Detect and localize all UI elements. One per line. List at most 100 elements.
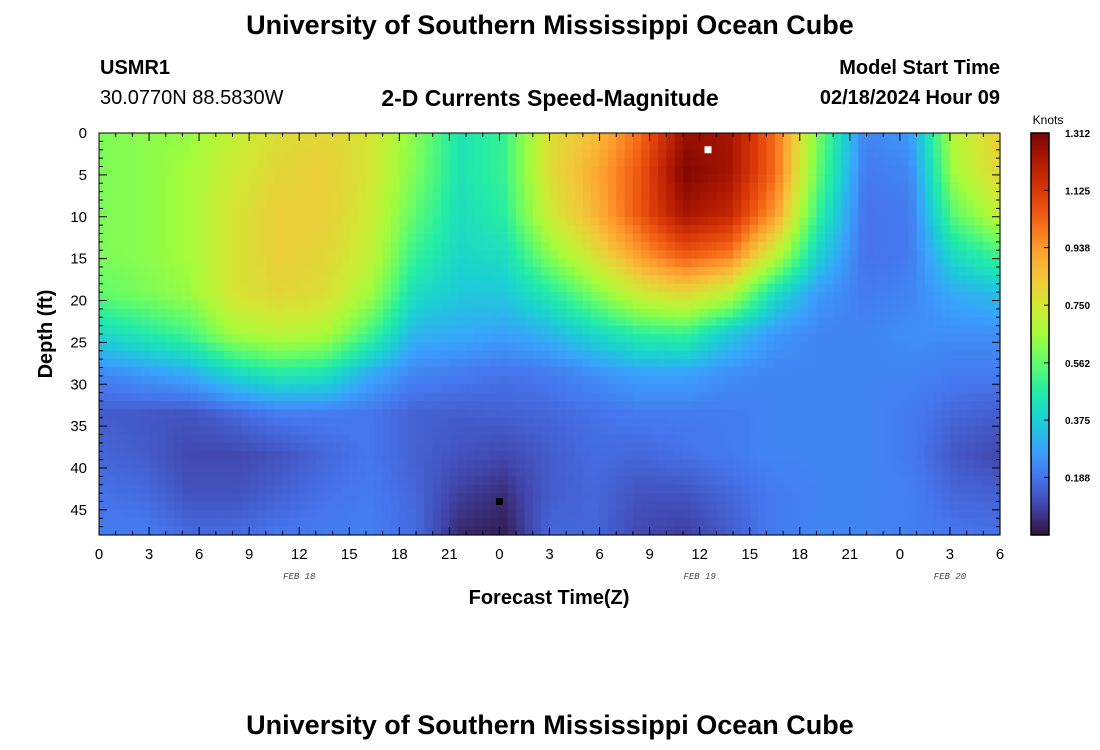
heatmap-cell (157, 334, 167, 343)
heatmap-cell (691, 476, 701, 486)
heatmap-cell (666, 141, 676, 151)
heatmap-cell (682, 300, 692, 310)
heatmap-cell (340, 317, 350, 327)
heatmap-cell (215, 434, 225, 444)
heatmap-cell (791, 509, 801, 519)
heatmap-cell (549, 275, 559, 285)
heatmap-cell (758, 384, 767, 394)
heatmap-cell (891, 426, 901, 436)
heatmap-cell (674, 283, 684, 293)
heatmap-cell (616, 241, 626, 251)
heatmap-cell (315, 174, 325, 184)
heatmap-cell (482, 417, 492, 427)
heatmap-cell (157, 241, 167, 251)
heatmap-cell (891, 468, 901, 477)
heatmap-cell (499, 342, 509, 352)
heatmap-cell (682, 158, 692, 168)
heatmap-cell (290, 292, 300, 302)
heatmap-cell (616, 350, 626, 360)
heatmap-cell (774, 434, 784, 444)
heatmap-cell (899, 401, 909, 410)
heatmap-cell (899, 325, 909, 335)
heatmap-cell (607, 200, 617, 209)
heatmap-cell (466, 200, 476, 209)
heatmap-cell (833, 216, 843, 226)
heatmap-cell (641, 417, 651, 427)
heatmap-cell (324, 501, 334, 511)
heatmap-cell (991, 359, 1001, 369)
heatmap-cell (908, 283, 918, 293)
heatmap-cell (449, 434, 459, 444)
heatmap-cell (357, 317, 367, 327)
heatmap-cell (824, 426, 834, 436)
heatmap-cell (232, 334, 242, 343)
heatmap-cell (566, 225, 576, 235)
heatmap-cell (249, 451, 259, 461)
heatmap-cell (349, 392, 359, 402)
heatmap-cell (541, 468, 551, 477)
heatmap-cell (224, 174, 234, 184)
heatmap-cell (891, 317, 901, 327)
heatmap-cell (557, 216, 567, 226)
heatmap-cell (124, 476, 133, 486)
heatmap-cell (124, 191, 133, 201)
heatmap-cell (466, 241, 476, 251)
heatmap-cell (908, 149, 918, 159)
heatmap-cell (716, 367, 726, 377)
heatmap-cell (249, 392, 259, 402)
heatmap-cell (924, 141, 934, 151)
heatmap-cell (824, 250, 834, 260)
heatmap-cell (449, 334, 459, 343)
heatmap-cell (499, 208, 509, 218)
heatmap-cell (290, 367, 300, 377)
heatmap-cell (265, 267, 275, 276)
heatmap-cell (399, 191, 409, 201)
heatmap-cell (190, 476, 200, 486)
heatmap-cell (441, 267, 450, 276)
heatmap-cell (866, 275, 876, 285)
heatmap-cell (599, 501, 609, 511)
heatmap-cell (499, 509, 509, 519)
heatmap-cell (215, 392, 225, 402)
heatmap-cell (124, 350, 133, 360)
heatmap-cell (616, 484, 626, 494)
heatmap-cell (532, 275, 542, 285)
heatmap-cell (949, 183, 959, 193)
heatmap-cell (682, 459, 692, 469)
heatmap-cell (582, 317, 592, 327)
heatmap-cell (290, 409, 300, 419)
heatmap-cell (424, 149, 434, 159)
heatmap-cell (274, 275, 284, 285)
heatmap-cell (249, 409, 259, 419)
heatmap-cell (474, 183, 484, 193)
heatmap-cell (649, 216, 659, 226)
heatmap-cell (724, 300, 734, 310)
heatmap-cell (457, 308, 467, 318)
heatmap-cell (774, 417, 784, 427)
heatmap-cell (808, 317, 818, 327)
heatmap-cell (324, 208, 334, 218)
heatmap-cell (682, 392, 692, 402)
heatmap-cell (966, 308, 976, 318)
heatmap-cell (649, 133, 659, 142)
heatmap-cell (99, 409, 108, 419)
heatmap-cell (616, 493, 626, 503)
heatmap-cell (733, 493, 742, 503)
heatmap-cell (758, 174, 767, 184)
heatmap-cell (115, 241, 125, 251)
heatmap-cell (974, 392, 984, 402)
heatmap-cell (265, 468, 275, 477)
heatmap-cell (833, 267, 843, 276)
heatmap-cell (449, 174, 459, 184)
heatmap-cell (215, 401, 225, 410)
heatmap-cell (507, 375, 517, 385)
heatmap-cell (816, 501, 826, 511)
heatmap-cell (958, 484, 968, 494)
heatmap-cell (549, 401, 559, 410)
heatmap-cell (649, 308, 659, 318)
heatmap-cell (899, 442, 909, 452)
heatmap-cell (107, 158, 117, 168)
heatmap-cell (632, 216, 642, 226)
heatmap-cell (174, 317, 184, 327)
heatmap-cell (641, 434, 651, 444)
